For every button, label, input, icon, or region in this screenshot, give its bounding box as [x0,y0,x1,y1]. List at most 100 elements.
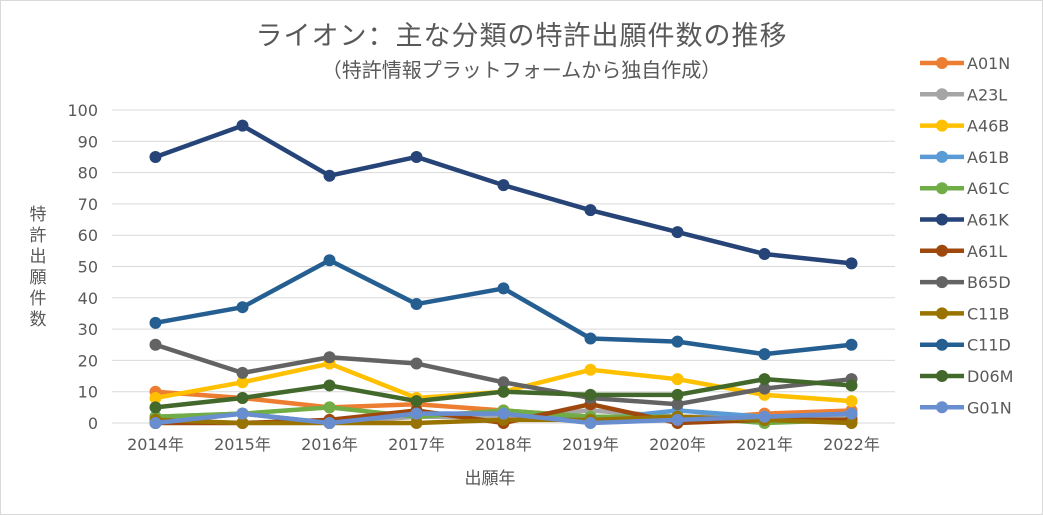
x-tick-label: 2021年 [736,435,793,454]
legend-label: A61B [967,148,1009,167]
data-point [497,385,510,398]
legend-item-c11d: C11D [920,336,1011,355]
legend-swatch-marker [936,338,948,351]
x-tick-label: 2017年 [388,435,445,454]
data-point [584,363,597,376]
legend-label: C11D [967,336,1011,355]
data-point [758,382,771,395]
legend-item-a61l: A61L [920,242,1007,261]
legend-swatch-marker [936,244,948,257]
data-point [497,376,510,389]
data-point [845,257,858,270]
data-point [410,150,423,163]
data-point [671,335,684,348]
y-axis-label-char: 特 [29,205,47,225]
legend-swatch-marker [936,370,948,382]
data-point [584,204,597,217]
data-point [497,407,510,420]
y-tick-label: 50 [78,258,98,277]
x-tick-label: 2014年 [127,435,184,454]
legend-item-a46b: A46B [920,117,1009,136]
legend-label: D06M [967,367,1013,386]
legend-swatch-marker [936,88,948,101]
y-tick-label: 20 [78,351,98,370]
data-point [149,417,162,429]
legend-item-a61k: A61K [920,211,1009,230]
y-tick-label: 60 [78,226,98,245]
legend-label: A61K [967,211,1009,230]
x-tick-label: 2022年 [823,435,880,454]
y-tick-label: 100 [67,101,98,120]
legend-swatch-marker [936,182,948,195]
data-point [323,379,336,392]
legend: A01N A23L A46B A61B A61C A61K A61L B65D C11B C11D… [920,54,1013,417]
legend-item-a61b: A61B [920,148,1009,167]
legend-label: G01N [967,398,1012,417]
data-point [149,401,162,414]
series-line [153,123,854,266]
data-point [323,351,336,364]
data-point [845,395,858,408]
data-point [410,395,423,408]
x-tick-label: 2016年 [301,435,358,454]
legend-label: A61C [967,179,1009,198]
data-point [236,376,249,389]
x-axis-label: 出願年 [464,469,516,489]
data-point [671,226,684,239]
x-tick-label: 2020年 [649,435,706,454]
data-point [323,401,336,414]
series-g01n [149,407,858,429]
x-tick-label: 2019年 [562,435,619,454]
data-point [410,298,423,311]
legend-label: A46B [967,117,1009,136]
x-tick-label: 2015年 [214,435,271,454]
data-point [149,338,162,351]
legend-swatch-marker [936,150,948,163]
data-point [236,366,249,379]
data-point [758,373,771,386]
y-axis-ticks: 0 10 20 30 40 50 60 70 80 90 100 [67,101,98,433]
legend-item-b65d: B65D [920,273,1011,292]
data-point [845,417,858,429]
data-point [671,413,684,426]
y-axis-label: 特許出願件数 [28,205,48,331]
series-line [153,257,854,357]
legend-label: A23L [967,85,1007,104]
y-tick-label: 70 [78,195,98,214]
chart-subtitle: （特許情報プラットフォームから独自作成） [321,58,722,82]
gridlines [112,109,895,424]
y-axis-label-char: 許 [29,226,47,246]
series-d06m [149,373,858,414]
y-axis-label-char: 件 [29,289,47,309]
data-point [323,169,336,182]
y-axis-label-char: 出 [29,247,47,267]
data-point [149,391,162,404]
data-point [671,388,684,401]
legend-swatch-marker [936,57,948,69]
data-point [149,150,162,163]
data-point [236,407,249,420]
y-tick-label: 40 [78,289,98,308]
data-point [236,417,249,429]
legend-swatch-marker [936,119,948,132]
legend-label: C11B [967,304,1010,323]
data-point [410,417,423,429]
data-point [758,348,771,361]
legend-item-d06m: D06M [920,367,1013,386]
legend-item-g01n: G01N [920,398,1012,417]
legend-swatch-marker [936,276,948,289]
y-tick-label: 80 [78,164,98,183]
series-lines [149,119,858,429]
legend-item-a23l: A23L [920,85,1007,104]
data-point [671,373,684,386]
data-point [758,247,771,260]
legend-swatch-marker [936,307,948,320]
chart-title: ライオン：主な分類の特許出願件数の推移 [255,21,788,52]
data-point [584,388,597,401]
data-point [236,391,249,404]
y-axis-label-char: 願 [29,268,47,288]
x-axis-ticks: 2014年 2015年 2016年 2017年 2018年 2019年 2020年 2021年… [127,435,880,454]
series-c11d [149,254,858,361]
